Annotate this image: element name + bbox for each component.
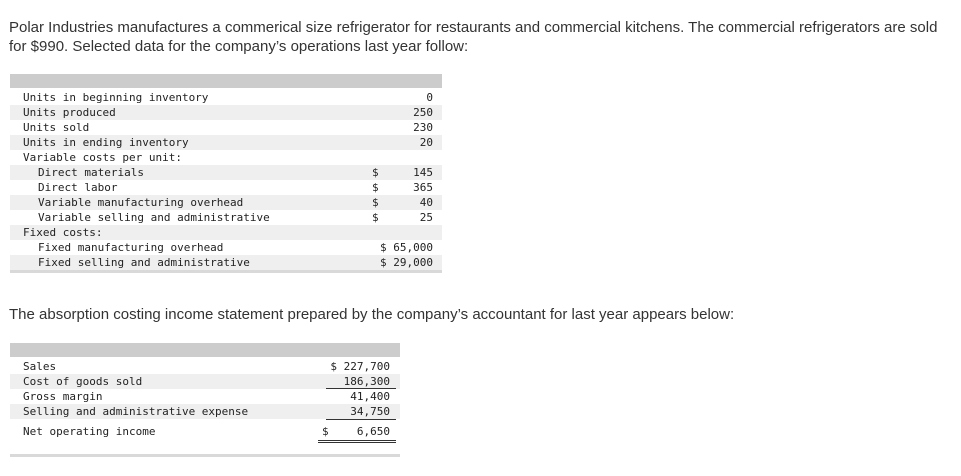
row-label: Fixed manufacturing overhead [38, 241, 224, 254]
table-header-bar [10, 343, 400, 357]
total-double-underline [318, 442, 396, 443]
currency-symbol: $ [372, 181, 379, 194]
table-row: Variable selling and administrative $ 25 [10, 210, 442, 225]
row-value: 365 [413, 181, 433, 194]
row-value: 250 [413, 106, 433, 119]
row-value: 20 [419, 136, 433, 149]
row-value: 34,750 [350, 405, 390, 418]
currency-symbol: $ [372, 166, 379, 179]
table-row: Units produced 250 [10, 105, 442, 120]
row-value: $ 65,000 [380, 241, 433, 254]
table-row: Net operating income $ 6,650 [10, 424, 400, 439]
income-statement-intro: The absorption costing income statement … [9, 306, 735, 323]
row-label: Fixed costs: [23, 226, 103, 239]
table-row: Fixed costs: [10, 225, 442, 240]
table-row: Direct materials $ 145 [10, 165, 442, 180]
table-row: Cost of goods sold 186,300 [10, 374, 400, 389]
row-value: 186,300 [343, 375, 390, 388]
total-double-underline [318, 440, 396, 441]
table-row: Direct labor $ 365 [10, 180, 442, 195]
row-label: Cost of goods sold [23, 375, 143, 388]
table-row: Fixed manufacturing overhead $ 65,000 [10, 240, 442, 255]
row-label: Direct labor [38, 181, 118, 194]
row-value: 6,650 [356, 425, 390, 438]
table-row: Units in beginning inventory 0 [10, 90, 442, 105]
subtotal-underline [326, 419, 396, 420]
table-row: Sales $ 227,700 [10, 359, 400, 374]
row-value: 41,400 [350, 390, 390, 403]
table-row: Gross margin 41,400 [10, 389, 400, 404]
row-value: 230 [413, 121, 433, 134]
row-value: 25 [419, 211, 433, 224]
row-label: Direct materials [38, 166, 144, 179]
currency-symbol: $ [372, 211, 379, 224]
table-row: Units in ending inventory 20 [10, 135, 442, 150]
row-label: Units produced [23, 106, 116, 119]
income-statement-table: Sales $ 227,700 Cost of goods sold 186,3… [10, 343, 400, 457]
currency-symbol: $ [322, 425, 329, 438]
row-value: $ 227,700 [330, 360, 390, 373]
row-label: Gross margin [23, 390, 103, 403]
row-value: 40 [419, 196, 433, 209]
row-label: Units in ending inventory [23, 136, 189, 149]
row-label: Variable selling and administrative [38, 211, 270, 224]
intro-paragraph: Polar Industries manufactures a commeric… [9, 19, 938, 55]
row-label: Sales [23, 360, 57, 373]
row-label: Selling and administrative expense [23, 405, 249, 418]
row-label: Units sold [23, 121, 90, 134]
table-row: Selling and administrative expense 34,75… [10, 404, 400, 419]
currency-symbol: $ [372, 196, 379, 209]
subtotal-underline [326, 388, 396, 389]
row-label: Variable costs per unit: [23, 151, 182, 164]
operations-data-table: Units in beginning inventory 0 Units pro… [10, 74, 442, 273]
table-row: Units sold 230 [10, 120, 442, 135]
table-row: Fixed selling and administrative $ 29,00… [10, 255, 442, 270]
row-label: Fixed selling and administrative [38, 256, 250, 269]
row-label: Net operating income [23, 425, 156, 438]
table-row: Variable costs per unit: [10, 150, 442, 165]
table-header-bar [10, 74, 442, 88]
row-value: $ 29,000 [380, 256, 433, 269]
row-value: 145 [413, 166, 433, 179]
row-value: 0 [426, 91, 433, 104]
table-row: Variable manufacturing overhead $ 40 [10, 195, 442, 210]
row-label: Variable manufacturing overhead [38, 196, 244, 209]
row-label: Units in beginning inventory [23, 91, 209, 104]
